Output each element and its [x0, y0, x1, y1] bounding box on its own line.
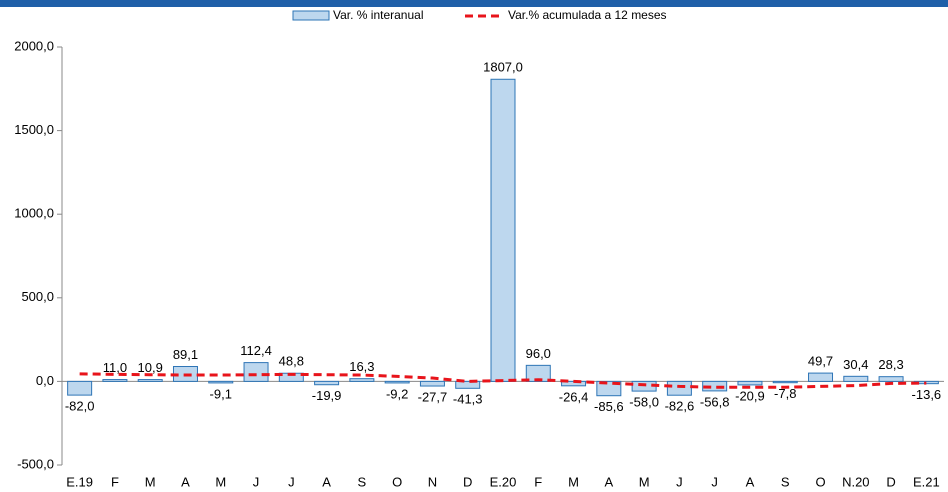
- x-tick-label: D: [886, 474, 895, 489]
- value-label: 112,4: [240, 343, 272, 358]
- x-tick-label: S: [358, 474, 367, 489]
- bar: [243, 362, 269, 382]
- y-tick-label: 2000,0: [14, 38, 54, 53]
- x-tick-label: A: [746, 474, 755, 489]
- value-label: -19,9: [312, 388, 342, 403]
- x-tick-label: F: [534, 474, 542, 489]
- x-tick-label: S: [781, 474, 790, 489]
- value-label: 49,7: [808, 354, 833, 369]
- bar: [772, 380, 798, 384]
- x-tick-label: E.21: [913, 474, 940, 489]
- x-tick-label: N: [428, 474, 437, 489]
- bar: [808, 372, 834, 382]
- x-tick-label: D: [463, 474, 472, 489]
- value-label: -9,2: [386, 386, 408, 401]
- x-tick-label: E.20: [490, 474, 517, 489]
- top-band: [0, 0, 948, 7]
- x-tick-label: E.19: [66, 474, 93, 489]
- legend: Var. % interanual Var.% acumulada a 12 me…: [292, 8, 667, 22]
- bar: [455, 380, 481, 389]
- x-tick-label: J: [288, 474, 295, 489]
- value-label: -56,8: [700, 394, 730, 409]
- bar: [702, 380, 728, 392]
- value-label: -13,6: [912, 387, 942, 402]
- legend-label: Var. % interanual: [333, 8, 424, 22]
- y-tick-label: -500,0: [17, 456, 54, 471]
- bar: [419, 380, 445, 387]
- bar: [737, 380, 763, 386]
- value-label: -82,0: [65, 399, 95, 414]
- value-label: -41,3: [453, 392, 483, 407]
- value-label: -27,7: [418, 389, 448, 404]
- value-label: 16,3: [349, 359, 374, 374]
- value-label: 96,0: [526, 346, 551, 361]
- x-tick-label: M: [639, 474, 650, 489]
- x-tick-label: O: [392, 474, 402, 489]
- value-label: -85,6: [594, 399, 624, 414]
- value-label: -26,4: [559, 389, 589, 404]
- value-label: -82,6: [665, 399, 695, 414]
- bar: [525, 364, 551, 382]
- x-tick-label: F: [111, 474, 119, 489]
- x-tick-label: A: [181, 474, 190, 489]
- x-tick-label: J: [676, 474, 683, 489]
- value-label: 11,0: [103, 360, 127, 375]
- x-tick-label: J: [711, 474, 718, 489]
- x-tick-label: M: [215, 474, 226, 489]
- x-tick-label: N.20: [842, 474, 869, 489]
- value-label: 48,8: [279, 354, 304, 369]
- value-label: -58,0: [629, 395, 659, 410]
- value-label: -20,9: [735, 388, 765, 403]
- value-label: -7,8: [774, 386, 796, 401]
- bar: [843, 375, 869, 382]
- x-tick-label: A: [322, 474, 331, 489]
- value-label: -9,1: [210, 386, 232, 401]
- x-tick-label: M: [568, 474, 579, 489]
- bar: [102, 379, 128, 382]
- bar: [384, 380, 410, 384]
- value-label: 28,3: [878, 357, 903, 372]
- y-tick-label: 0,0: [36, 373, 54, 388]
- value-label: 30,4: [843, 357, 868, 372]
- bar: [208, 380, 234, 384]
- x-tick-label: A: [605, 474, 614, 489]
- value-label: 89,1: [173, 347, 198, 362]
- legend-swatch: [292, 10, 330, 21]
- x-tick-label: J: [253, 474, 260, 489]
- y-tick-label: 1000,0: [14, 206, 54, 221]
- bar: [666, 380, 692, 396]
- bar: [349, 378, 375, 382]
- y-tick-label: 1500,0: [14, 122, 54, 137]
- line: [79, 372, 927, 389]
- x-tick-label: M: [145, 474, 156, 489]
- bar: [596, 380, 622, 397]
- bar: [67, 380, 93, 396]
- value-label: 10,9: [138, 360, 163, 375]
- bar: [314, 380, 340, 386]
- x-tick-label: O: [815, 474, 825, 489]
- bar: [490, 78, 516, 382]
- bar: [137, 379, 163, 382]
- value-label: 1807,0: [483, 60, 523, 75]
- legend-label: Var.% acumulada a 12 meses: [508, 8, 667, 22]
- y-tick-label: 500,0: [21, 289, 54, 304]
- bar: [878, 376, 904, 382]
